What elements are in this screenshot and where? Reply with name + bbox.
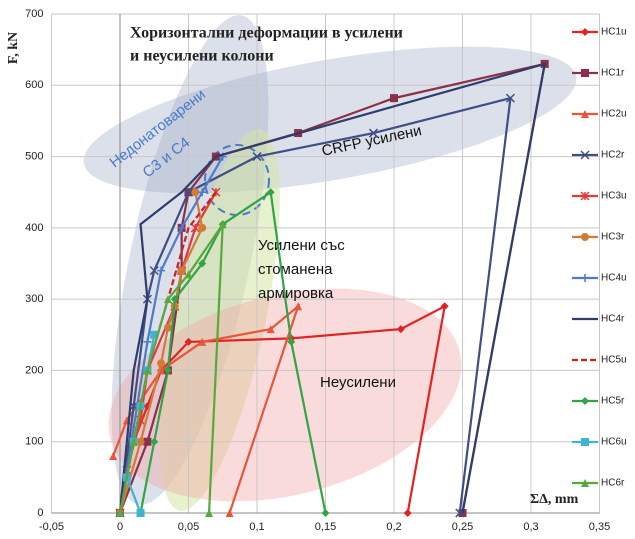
marker <box>581 28 589 36</box>
series <box>109 302 303 517</box>
marker <box>581 110 589 118</box>
y-tick-label: 500 <box>25 150 43 162</box>
x-tick-label: 0,35 <box>589 521 610 533</box>
series-line <box>118 62 547 514</box>
marker <box>225 509 234 517</box>
marker <box>177 223 186 232</box>
marker <box>163 295 172 304</box>
y-tick-label: 0 <box>37 507 43 519</box>
x-tick-label: 0,1 <box>249 521 264 533</box>
marker <box>581 438 589 446</box>
marker <box>191 188 200 197</box>
marker <box>177 266 186 275</box>
marker <box>150 330 159 339</box>
series <box>118 62 547 514</box>
annotation: Усилени със <box>258 237 345 254</box>
marker <box>143 366 152 375</box>
marker <box>136 509 145 517</box>
legend-label: HC4u <box>601 273 627 284</box>
marker <box>581 479 589 487</box>
marker <box>149 266 159 276</box>
marker <box>581 69 589 77</box>
marker <box>321 509 330 517</box>
marker <box>580 191 590 201</box>
marker <box>109 451 118 460</box>
legend-label: HC3u <box>601 191 627 202</box>
x-tick-label: 0,15 <box>315 521 336 533</box>
x-axis-label: ΣΔ, mm <box>530 492 579 507</box>
legend-label: HC6r <box>601 478 625 489</box>
legend-label: HC6u <box>601 437 627 448</box>
marker <box>580 150 590 160</box>
legend-label: HC5r <box>601 396 625 407</box>
marker <box>136 437 145 446</box>
legend-label: HC2u <box>601 109 627 120</box>
x-tick-label: 0 <box>117 521 123 533</box>
marker <box>163 366 172 375</box>
marker <box>198 223 207 232</box>
y-tick-label: 400 <box>25 222 43 234</box>
legend-label: HC4r <box>601 314 625 325</box>
marker <box>163 323 172 332</box>
marker <box>403 509 412 517</box>
marker <box>505 93 515 103</box>
y-tick-label: 200 <box>25 364 43 376</box>
y-tick-label: 600 <box>25 79 43 91</box>
marker <box>294 302 303 311</box>
marker <box>157 266 166 275</box>
annotation: стоманена <box>258 261 333 278</box>
marker <box>266 325 275 334</box>
series <box>116 220 227 517</box>
marker <box>183 187 194 197</box>
marker <box>440 302 449 311</box>
area-steel <box>160 129 280 511</box>
y-axis-label: F, kN <box>6 32 21 64</box>
marker <box>198 337 207 346</box>
y-tick-label: 300 <box>25 293 43 305</box>
marker <box>143 337 152 346</box>
legend-label: HC1r <box>601 68 625 79</box>
series-line <box>118 192 204 514</box>
marker <box>170 295 179 304</box>
legend-label: HC1u <box>601 27 627 38</box>
y-tick-label: 700 <box>25 8 43 20</box>
marker <box>198 188 207 197</box>
annotation: армировка <box>258 285 334 302</box>
marker <box>218 220 227 229</box>
x-tick-label: 0,05 <box>178 521 199 533</box>
chart-title: Хоризонтални деформации в усилени <box>130 25 403 42</box>
marker <box>252 152 262 162</box>
marker <box>396 325 405 334</box>
marker <box>581 397 589 405</box>
marker <box>581 233 589 241</box>
legend-label: HC5u <box>601 355 627 366</box>
y-tick-label: 100 <box>25 436 43 448</box>
marker <box>287 337 296 346</box>
marker <box>143 437 152 446</box>
highlight-areas <box>83 15 577 511</box>
marker <box>116 509 124 517</box>
legend-label: HC2r <box>601 150 625 161</box>
marker <box>150 437 159 446</box>
marker <box>157 359 166 368</box>
marker <box>368 128 378 138</box>
x-tick-label: -0,05 <box>39 521 64 533</box>
marker <box>390 94 398 103</box>
marker <box>198 259 207 268</box>
marker <box>190 223 200 233</box>
x-tick-label: 0,25 <box>452 521 473 533</box>
marker <box>184 337 193 346</box>
x-tick-label: 0,2 <box>386 521 401 533</box>
x-tick-label: 0,3 <box>523 521 538 533</box>
marker <box>581 274 589 282</box>
marker <box>205 509 214 517</box>
legend-label: HC3r <box>601 232 625 243</box>
annotation: Неусилени <box>320 374 396 391</box>
marker <box>184 270 193 279</box>
chart-title: и неусилени колони <box>130 48 274 65</box>
marker <box>129 437 138 446</box>
marker <box>266 188 275 197</box>
